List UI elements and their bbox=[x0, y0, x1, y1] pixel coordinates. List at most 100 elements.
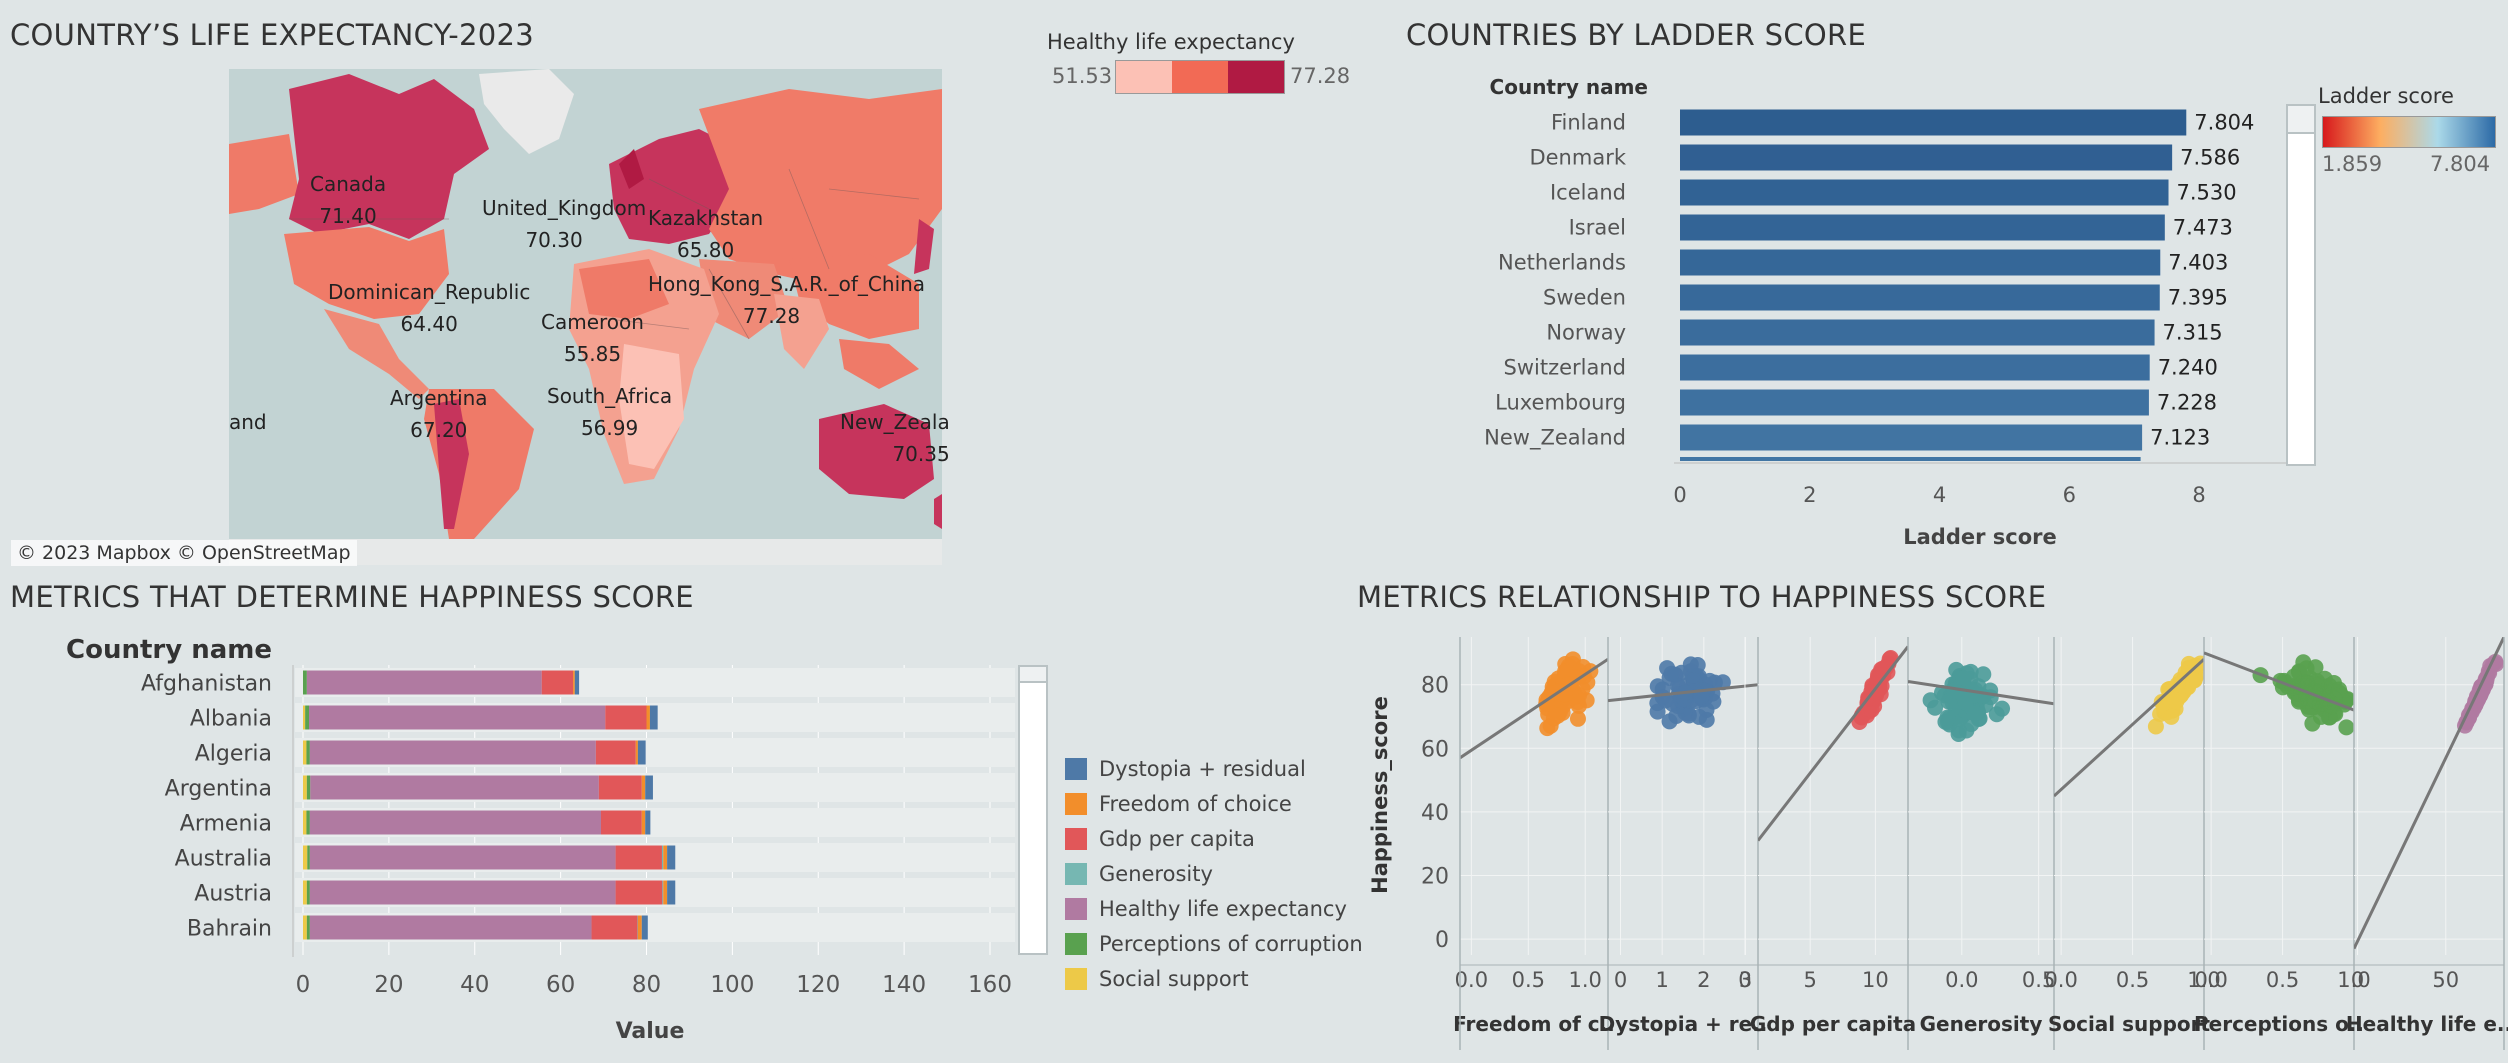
stacked-bar-segment[interactable] bbox=[667, 881, 675, 905]
ladder-legend-ramp[interactable] bbox=[2322, 116, 2496, 148]
legend-item-social-support[interactable]: Social support bbox=[1065, 961, 1363, 996]
stacked-bar-segment[interactable] bbox=[573, 671, 575, 695]
map-legend-ramp[interactable] bbox=[1115, 60, 1285, 94]
stacked-bar-segment[interactable] bbox=[307, 916, 310, 940]
legend-item-freedom[interactable]: Freedom of choice bbox=[1065, 786, 1363, 821]
scatter-point[interactable] bbox=[2338, 719, 2354, 735]
ladder-bar[interactable] bbox=[1680, 390, 2149, 416]
stacked-bar-segment[interactable] bbox=[616, 846, 662, 870]
stacked-bar-segment[interactable] bbox=[645, 811, 650, 835]
stacked-bar-segment[interactable] bbox=[605, 706, 646, 730]
scatter-point[interactable] bbox=[1691, 709, 1707, 725]
ladder-scrollbar[interactable] bbox=[2286, 104, 2316, 466]
map-label-and[interactable]: and bbox=[229, 406, 267, 438]
scatter-point[interactable] bbox=[2286, 669, 2302, 685]
stacked-bar-segment[interactable] bbox=[575, 671, 579, 695]
stacked-bar-segment[interactable] bbox=[647, 706, 650, 730]
ladder-scroll-thumb[interactable] bbox=[2288, 106, 2314, 134]
stacked-bar-segment[interactable] bbox=[306, 811, 309, 835]
scatter-point[interactable] bbox=[1939, 710, 1955, 726]
metrics-scrollbar[interactable] bbox=[1018, 665, 1048, 955]
stacked-bar-segment[interactable] bbox=[599, 776, 642, 800]
stacked-bar-segment[interactable] bbox=[662, 881, 663, 905]
stacked-bar-segment[interactable] bbox=[638, 741, 646, 765]
stacked-bar-segment[interactable] bbox=[592, 916, 638, 940]
scatter-point[interactable] bbox=[2163, 709, 2179, 725]
stacked-bar-segment[interactable] bbox=[310, 881, 616, 905]
stacked-bar-segment[interactable] bbox=[303, 846, 307, 870]
ladder-bar[interactable] bbox=[1680, 215, 2165, 241]
stacked-bar-segment[interactable] bbox=[305, 706, 309, 730]
stacked-bar-segment[interactable] bbox=[303, 916, 307, 940]
ladder-bar[interactable] bbox=[1680, 355, 2150, 381]
stacked-bar-segment[interactable] bbox=[616, 881, 663, 905]
ladder-bar[interactable] bbox=[1680, 425, 2142, 451]
stacked-bar-segment[interactable] bbox=[306, 741, 309, 765]
stacked-bar-segment[interactable] bbox=[310, 776, 599, 800]
stacked-bar-segment[interactable] bbox=[303, 706, 305, 730]
stacked-bar-segment[interactable] bbox=[650, 706, 658, 730]
legend-item-healthy-life[interactable]: Healthy life expectancy bbox=[1065, 891, 1363, 926]
stacked-bar-segment[interactable] bbox=[667, 846, 675, 870]
stacked-bar-segment[interactable] bbox=[307, 881, 310, 905]
legend-item-corruption[interactable]: Perceptions of corruption bbox=[1065, 926, 1363, 961]
stacked-bar-segment[interactable] bbox=[307, 846, 310, 870]
stacked-bar-segment[interactable] bbox=[303, 741, 306, 765]
ladder-bar[interactable] bbox=[1680, 180, 2169, 206]
stacked-bar-segment[interactable] bbox=[636, 741, 638, 765]
stacked-bar-segment[interactable] bbox=[303, 776, 307, 800]
scatter-point[interactable] bbox=[1668, 708, 1684, 724]
stacked-bar-segment[interactable] bbox=[310, 916, 592, 940]
scatter-point[interactable] bbox=[1956, 670, 1972, 686]
legend-item-dystopia[interactable]: Dystopia + residual bbox=[1065, 751, 1363, 786]
stacked-bar-segment[interactable] bbox=[542, 671, 573, 695]
stacked-bar-segment[interactable] bbox=[307, 776, 310, 800]
scatter-point[interactable] bbox=[1941, 693, 1957, 709]
stacked-bar-segment[interactable] bbox=[642, 811, 645, 835]
ladder-bar[interactable] bbox=[1680, 320, 2155, 346]
stacked-bar-segment[interactable] bbox=[303, 671, 307, 695]
stacked-bar-segment[interactable] bbox=[596, 741, 636, 765]
scatter-point[interactable] bbox=[1683, 656, 1699, 672]
ladder-bar[interactable] bbox=[1680, 250, 2160, 276]
stacked-bar-segment[interactable] bbox=[642, 776, 645, 800]
stacked-bar-segment[interactable] bbox=[309, 706, 605, 730]
stacked-bar-segment[interactable] bbox=[638, 916, 642, 940]
stacked-bar-segment[interactable] bbox=[601, 811, 642, 835]
stacked-bar-segment[interactable] bbox=[663, 881, 667, 905]
stacked-bar-segment[interactable] bbox=[310, 811, 601, 835]
stacked-bar-segment[interactable] bbox=[645, 776, 653, 800]
scatter-point[interactable] bbox=[1994, 701, 2010, 717]
map-attribution[interactable]: © 2023 Mapbox © OpenStreetMap bbox=[11, 540, 357, 566]
scatter-point[interactable] bbox=[2169, 693, 2185, 709]
scatter-point[interactable] bbox=[2331, 682, 2347, 698]
stacked-bar-segment[interactable] bbox=[303, 811, 306, 835]
scatter-point[interactable] bbox=[2307, 659, 2323, 675]
stacked-bar-segment[interactable] bbox=[303, 881, 307, 905]
scatter-point[interactable] bbox=[1958, 695, 1974, 711]
stacked-bar-segment[interactable] bbox=[310, 846, 616, 870]
stacked-bar-segment[interactable] bbox=[642, 916, 648, 940]
stacked-bar-segment[interactable] bbox=[307, 671, 542, 695]
legend-item-gdp[interactable]: Gdp per capita bbox=[1065, 821, 1363, 856]
ladder-bar[interactable] bbox=[1680, 110, 2186, 136]
scatter-point[interactable] bbox=[1550, 708, 1566, 724]
metrics-scroll-thumb[interactable] bbox=[1020, 667, 1046, 683]
stacked-bar-segment[interactable] bbox=[310, 741, 596, 765]
ladder-bar[interactable] bbox=[1680, 285, 2160, 311]
legend-item-generosity[interactable]: Generosity bbox=[1065, 856, 1363, 891]
stacked-bar-segment[interactable] bbox=[662, 846, 663, 870]
ladder-bar-partial[interactable] bbox=[1680, 457, 2141, 461]
scatter-point[interactable] bbox=[1663, 666, 1679, 682]
stacked-bar-segment[interactable] bbox=[663, 846, 667, 870]
ladder-bar[interactable] bbox=[1680, 145, 2172, 171]
